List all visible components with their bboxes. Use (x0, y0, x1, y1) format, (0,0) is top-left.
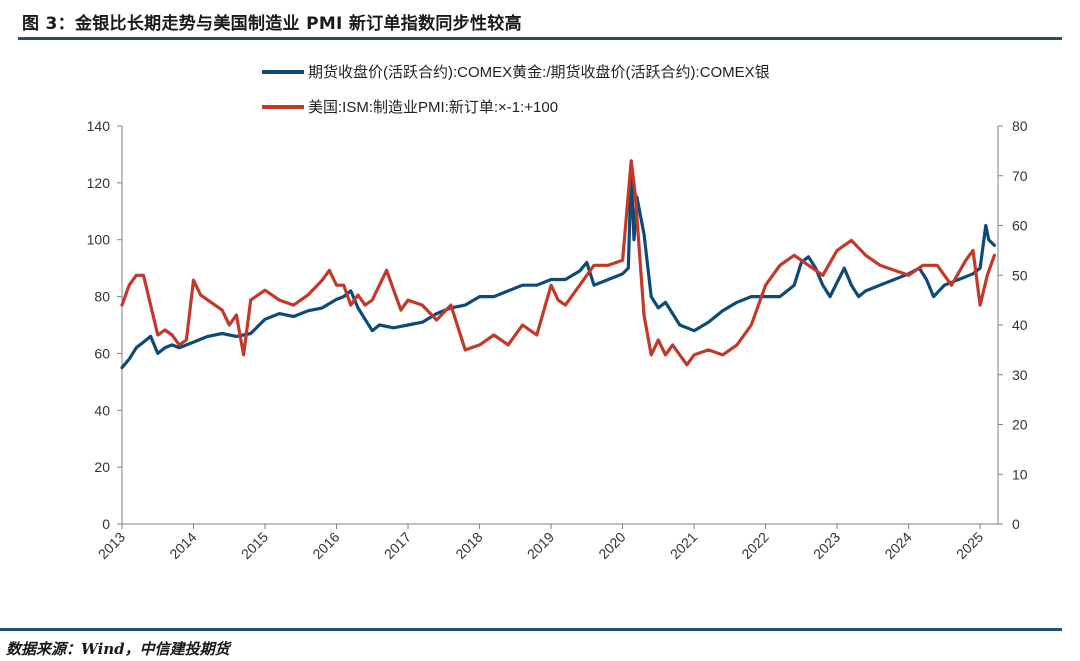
x-tick-label: 2024 (881, 529, 914, 562)
x-tick-label: 2015 (238, 529, 271, 562)
x-tick-label: 2016 (309, 529, 342, 562)
top-rule (18, 37, 1062, 40)
figure-title: 图 3：金银比长期走势与美国制造业 PMI 新订单指数同步性较高 (22, 14, 522, 34)
x-tick-label: 2025 (953, 529, 986, 562)
right-tick-label: 60 (1012, 218, 1028, 234)
legend-label-1: 期货收盘价(活跃合约):COMEX黄金:/期货收盘价(活跃合约):COMEX银 (308, 63, 770, 81)
left-tick-label: 60 (94, 345, 110, 361)
x-tick-label: 2014 (166, 529, 199, 562)
series-layer (120, 159, 997, 370)
right-tick-label: 30 (1012, 367, 1028, 383)
x-tick-label: 2023 (810, 529, 843, 562)
series-line-1 (120, 169, 997, 370)
x-tick-label: 2019 (524, 529, 557, 562)
left-tick-label: 120 (87, 175, 111, 191)
left-tick-label: 20 (94, 459, 110, 475)
right-tick-label: 50 (1012, 267, 1028, 283)
left-tick-label: 0 (102, 516, 110, 532)
left-tick-label: 40 (94, 402, 110, 418)
source-note: 数据来源：Wind，中信建投期货 (6, 640, 230, 658)
axes-layer: 0 20 40 60 80 100 120 140 0 10 20 30 40 50 60 70 80 2013 2… (87, 118, 1028, 562)
left-tick-label: 140 (87, 118, 111, 134)
x-tick-label: 2021 (667, 529, 700, 562)
right-tick-label: 80 (1012, 118, 1028, 134)
x-tick-label: 2018 (452, 529, 485, 562)
x-tick-label: 2022 (738, 529, 771, 562)
series-line-2 (120, 159, 997, 367)
right-tick-label: 70 (1012, 168, 1028, 184)
left-tick-label: 100 (87, 232, 111, 248)
right-tick-label: 10 (1012, 466, 1028, 482)
x-tick-label: 2017 (381, 529, 414, 562)
right-tick-label: 20 (1012, 417, 1028, 433)
right-tick-label: 0 (1012, 516, 1020, 532)
x-tick-label: 2013 (95, 529, 128, 562)
legend-label-2: 美国:ISM:制造业PMI:新订单:×-1:+100 (308, 99, 558, 116)
left-tick-label: 80 (94, 289, 110, 305)
legend: 期货收盘价(活跃合约):COMEX黄金:/期货收盘价(活跃合约):COMEX银美… (262, 63, 770, 116)
right-tick-label: 40 (1012, 317, 1028, 333)
bottom-rule (0, 628, 1062, 631)
x-tick-label: 2020 (595, 529, 628, 562)
